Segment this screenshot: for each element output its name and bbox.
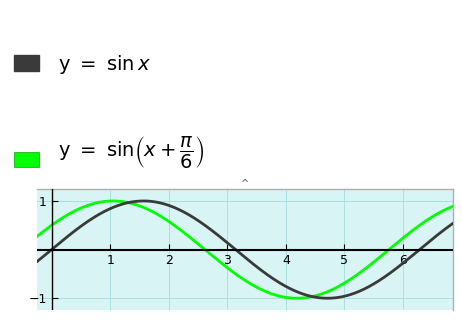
Bar: [14, 55, 39, 70]
Text: $\mathrm{y}\ =\ \sin\!\left(x + \dfrac{\pi}{6}\right)$: $\mathrm{y}\ =\ \sin\!\left(x + \dfrac{\…: [58, 134, 204, 170]
Text: ^: ^: [241, 179, 249, 189]
Bar: [14, 152, 39, 167]
Text: $\mathrm{y}\ =\ \sin x$: $\mathrm{y}\ =\ \sin x$: [58, 52, 151, 76]
